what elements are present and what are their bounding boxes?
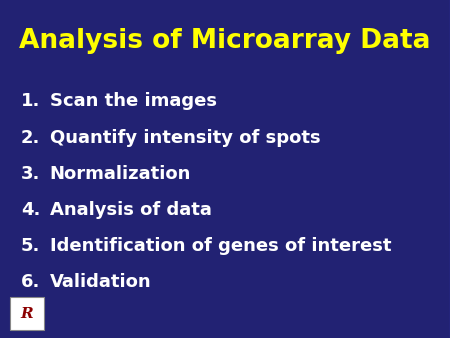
Text: Scan the images: Scan the images (50, 92, 216, 111)
Text: 4.: 4. (21, 201, 40, 219)
Text: Analysis of Microarray Data: Analysis of Microarray Data (19, 28, 431, 53)
Text: Normalization: Normalization (50, 165, 191, 183)
Text: 2.: 2. (21, 128, 40, 147)
Text: 3.: 3. (21, 165, 40, 183)
Text: Identification of genes of interest: Identification of genes of interest (50, 237, 391, 255)
Text: Quantify intensity of spots: Quantify intensity of spots (50, 128, 320, 147)
Text: 1.: 1. (21, 92, 40, 111)
FancyBboxPatch shape (10, 297, 44, 330)
Text: 5.: 5. (21, 237, 40, 255)
Text: 6.: 6. (21, 273, 40, 291)
Text: Validation: Validation (50, 273, 151, 291)
Text: Analysis of data: Analysis of data (50, 201, 212, 219)
Text: R: R (20, 307, 33, 321)
